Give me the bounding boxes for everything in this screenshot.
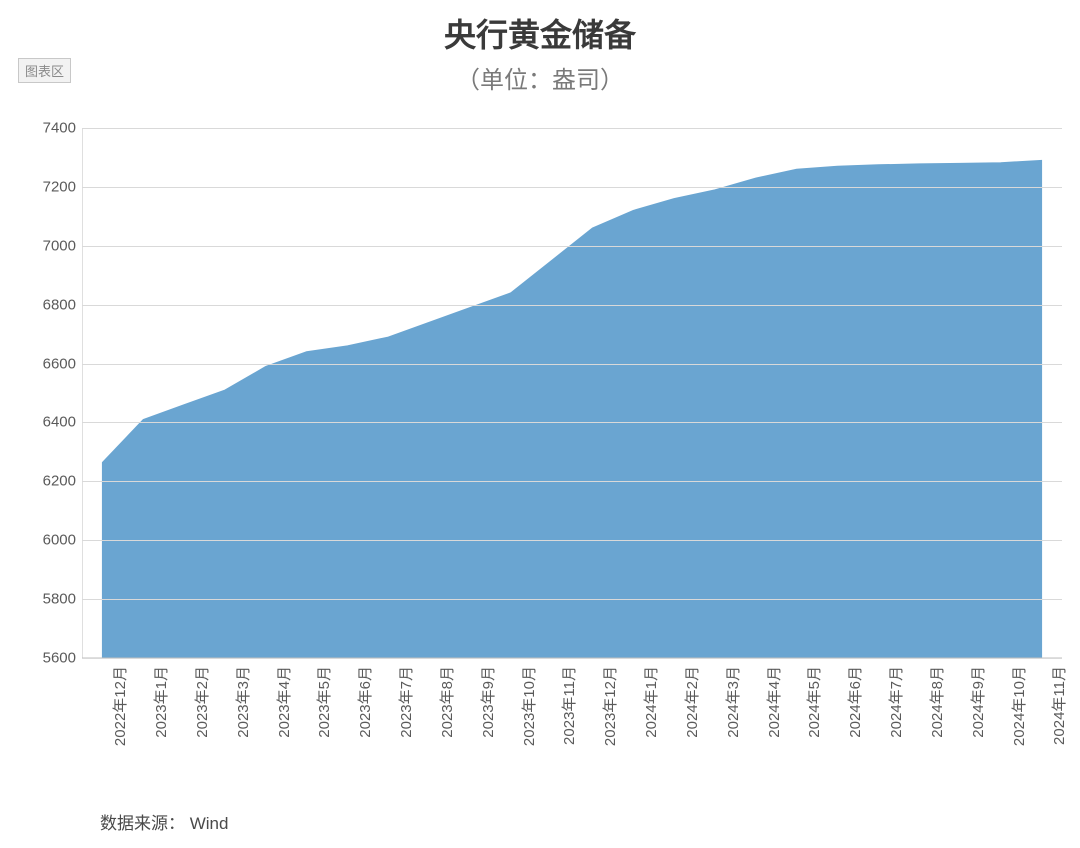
gridline	[82, 540, 1062, 541]
y-tick-label: 7200	[18, 178, 76, 195]
x-tick-label: 2023年5月	[313, 666, 334, 738]
y-tick-label: 6200	[18, 473, 76, 490]
x-tick-label: 2023年6月	[354, 666, 375, 738]
x-tick-label: 2024年6月	[844, 666, 865, 738]
x-tick-label: 2024年8月	[926, 666, 947, 738]
x-tick-label: 2023年2月	[191, 666, 212, 738]
x-tick-label: 2024年11月	[1048, 666, 1069, 745]
x-tick-label: 2024年9月	[967, 666, 988, 738]
source-value: Wind	[190, 814, 229, 833]
gridline	[82, 422, 1062, 423]
area-series	[102, 160, 1041, 658]
x-tick-label: 2023年4月	[273, 666, 294, 738]
x-tick-label: 2024年3月	[722, 666, 743, 738]
x-tick-label: 2024年1月	[640, 666, 661, 738]
x-tick-label: 2023年7月	[395, 666, 416, 738]
y-tick-label: 5800	[18, 591, 76, 608]
chart-title: 央行黄金储备	[0, 0, 1080, 56]
plot-area	[82, 128, 1062, 658]
chart-subtitle: （单位：盎司）	[0, 60, 1080, 95]
x-tick-label: 2024年4月	[763, 666, 784, 738]
gridline	[82, 364, 1062, 365]
gridline	[82, 187, 1062, 188]
area-chart-svg	[82, 128, 1062, 658]
x-tick-label: 2022年12月	[109, 666, 130, 746]
y-tick-label: 6800	[18, 296, 76, 313]
data-source: 数据来源： Wind	[100, 809, 228, 834]
y-tick-label: 6600	[18, 355, 76, 372]
gridline	[82, 246, 1062, 247]
gridline	[82, 128, 1062, 129]
x-tick-label: 2024年2月	[681, 666, 702, 738]
x-tick-label: 2024年5月	[803, 666, 824, 738]
y-tick-label: 6000	[18, 532, 76, 549]
x-tick-label: 2023年1月	[150, 666, 171, 738]
source-label: 数据来源：	[100, 814, 185, 833]
x-tick-label: 2023年9月	[477, 666, 498, 738]
y-tick-label: 6400	[18, 414, 76, 431]
y-tick-label: 5600	[18, 650, 76, 667]
x-tick-label: 2023年3月	[232, 666, 253, 738]
x-tick-label: 2024年10月	[1008, 666, 1029, 746]
x-tick-label: 2023年12月	[599, 666, 620, 746]
gridline	[82, 305, 1062, 306]
gridline	[82, 658, 1062, 659]
y-tick-label: 7400	[18, 120, 76, 137]
chart-container: 5600580060006200640066006800700072007400…	[18, 128, 1062, 698]
x-tick-label: 2023年8月	[436, 666, 457, 738]
gridline	[82, 599, 1062, 600]
y-tick-label: 7000	[18, 237, 76, 254]
x-tick-label: 2024年7月	[885, 666, 906, 738]
x-tick-label: 2023年11月	[558, 666, 579, 745]
gridline	[82, 481, 1062, 482]
x-tick-label: 2023年10月	[518, 666, 539, 746]
legend-box: 图表区	[18, 58, 71, 83]
